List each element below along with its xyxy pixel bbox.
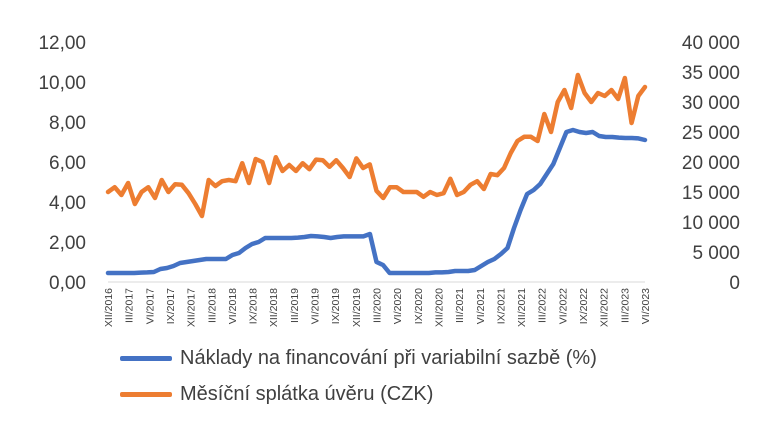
left-tick-label: 0,00 (49, 273, 86, 294)
series-layer (105, 72, 648, 276)
series-line-0 (105, 127, 648, 276)
x-tick-label: XII/2022 (599, 288, 611, 327)
right-tick-label: 20 000 (682, 153, 740, 174)
right-tick-label: 35 000 (682, 63, 740, 84)
x-tick-label: III/2023 (619, 288, 631, 323)
x-tick-label: XII/2020 (433, 288, 445, 327)
x-tick-label: IX/2022 (578, 288, 590, 324)
left-tick-label: 6,00 (49, 153, 86, 174)
right-tick-label: 0 (729, 273, 740, 294)
x-tick-label: XII/2017 (186, 288, 198, 327)
legend-swatch-orange (120, 391, 172, 397)
x-tick-label: IX/2018 (248, 288, 260, 324)
x-tick-label: XII/2021 (516, 288, 528, 327)
right-tick-label: 5 000 (692, 243, 740, 264)
legend-swatch-blue (120, 355, 172, 361)
left-tick-label: 2,00 (49, 233, 86, 254)
right-tick-label: 40 000 (682, 33, 740, 54)
x-tick-label: III/2017 (124, 288, 136, 323)
series-line-1 (105, 72, 648, 219)
x-tick-label: III/2020 (372, 288, 384, 323)
legend-label: Náklady na financování při variabilní sa… (180, 346, 597, 369)
legend: Náklady na financování při variabilní sa… (120, 340, 597, 412)
x-tick-label: VI/2019 (310, 288, 322, 324)
left-tick-label: 8,00 (49, 113, 86, 134)
x-tick-label: III/2018 (206, 288, 218, 323)
x-tick-label: IX/2019 (330, 288, 342, 324)
left-axis-ticks: 0,00 2,00 4,00 6,00 8,00 10,00 12,00 (38, 33, 86, 294)
x-tick-label: IX/2020 (413, 288, 425, 324)
x-tick-label: VI/2018 (227, 288, 239, 324)
left-tick-label: 10,00 (38, 73, 86, 94)
x-tick-label: III/2021 (454, 288, 466, 323)
x-tick-label: III/2022 (537, 288, 549, 323)
x-tick-label: XII/2018 (268, 288, 280, 327)
x-tick-label: VI/2022 (557, 288, 569, 324)
x-tick-label: VI/2020 (392, 288, 404, 324)
right-tick-label: 25 000 (682, 123, 740, 144)
x-tick-label: IX/2017 (165, 288, 177, 324)
legend-label: Měsíční splátka úvěru (CZK) (180, 382, 434, 405)
x-tick-label: VI/2021 (475, 288, 487, 324)
x-axis-ticks: XII/2016 III/2017 VI/2017 IX/2017 XII/2017 II… (103, 288, 652, 327)
left-tick-label: 4,00 (49, 193, 86, 214)
legend-item-monthly-payment: Měsíční splátka úvěru (CZK) (120, 376, 597, 412)
x-tick-label: IX/2021 (495, 288, 507, 324)
x-tick-label: XII/2016 (103, 288, 115, 327)
x-tick-label: VI/2017 (144, 288, 156, 324)
right-tick-label: 10 000 (682, 213, 740, 234)
legend-item-financing-cost: Náklady na financování při variabilní sa… (120, 340, 597, 376)
right-tick-label: 15 000 (682, 183, 740, 204)
x-tick-label: VI/2023 (640, 288, 652, 324)
x-tick-label: III/2019 (289, 288, 301, 323)
left-tick-label: 12,00 (38, 33, 86, 54)
right-tick-label: 30 000 (682, 93, 740, 114)
x-tick-label: XII/2019 (351, 288, 363, 327)
right-axis-ticks: 0 5 000 10 000 15 000 20 000 25 000 30 000 35 0… (682, 33, 740, 294)
